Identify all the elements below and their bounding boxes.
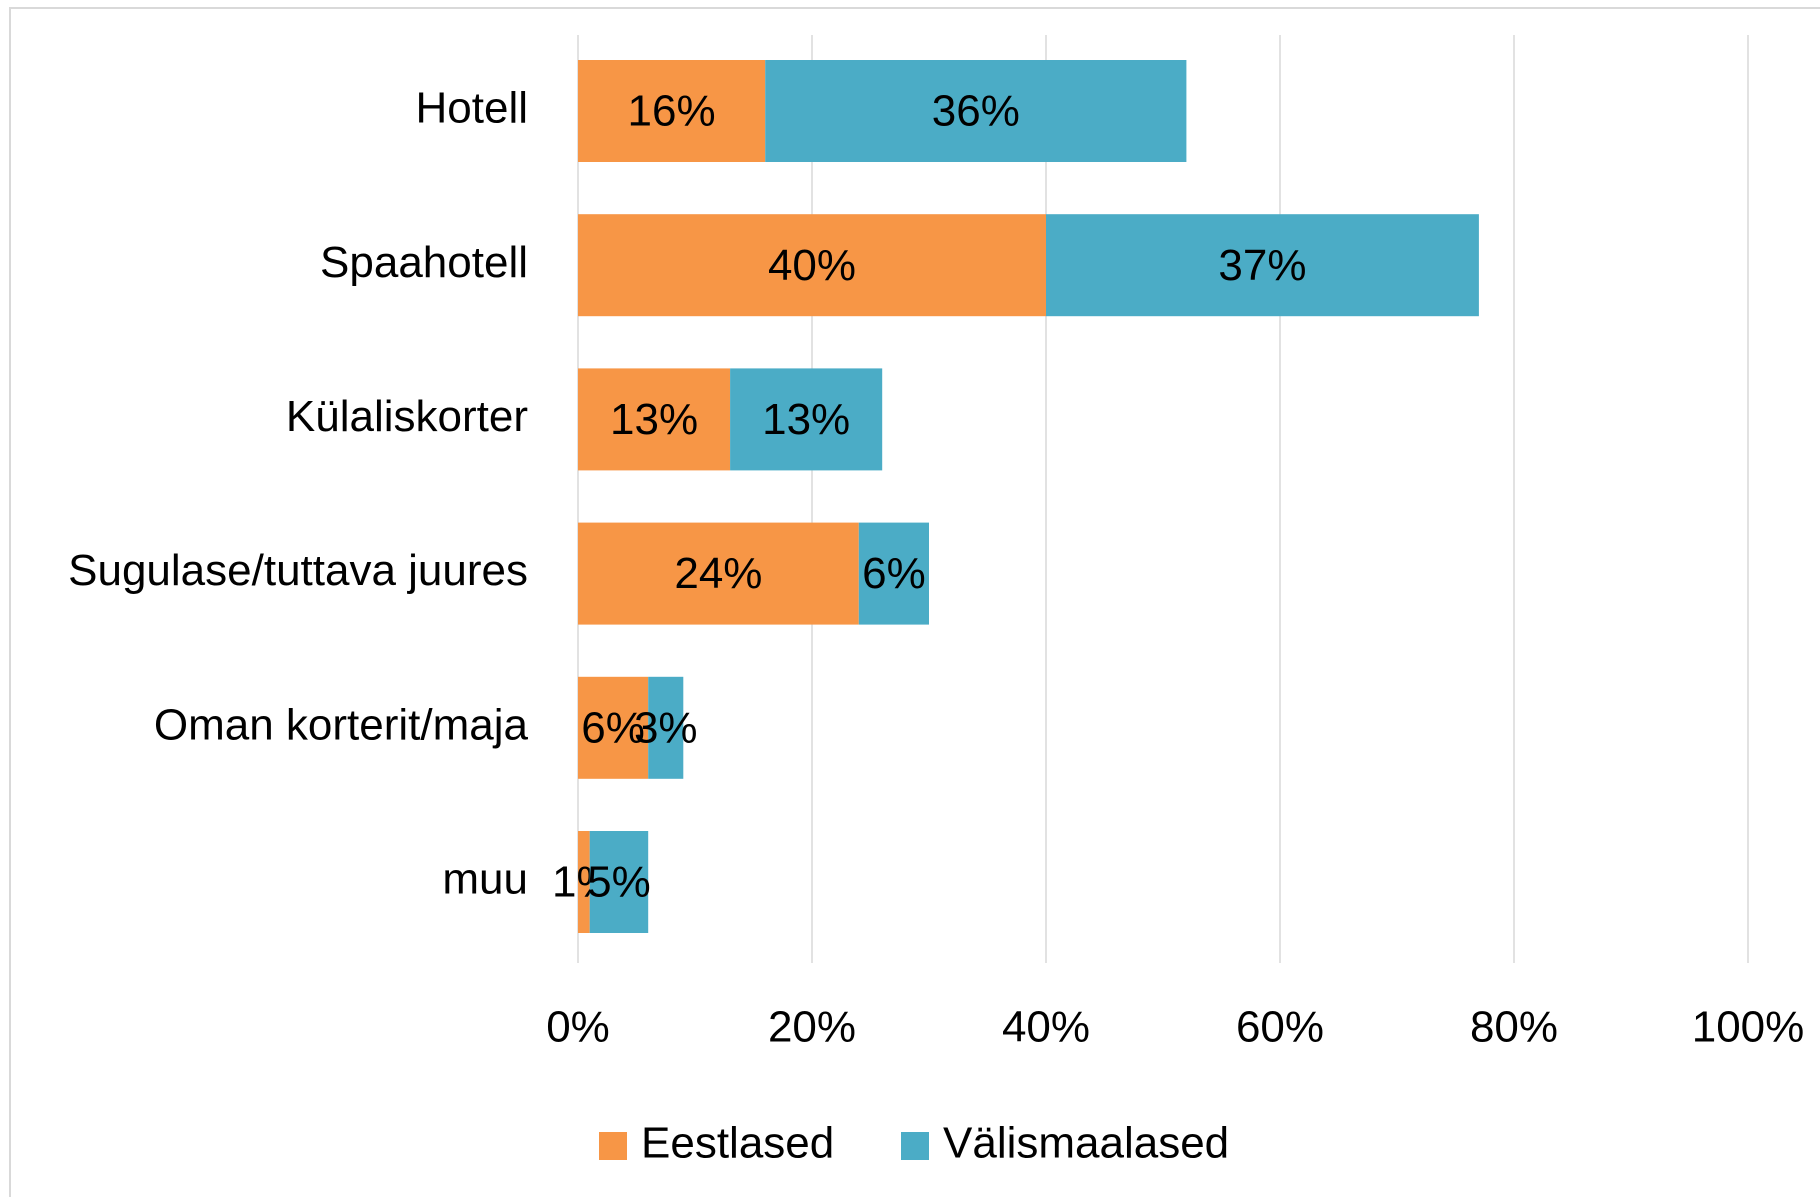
bar-segment [765, 60, 1187, 162]
bar-segment [578, 368, 731, 471]
legend-swatch [599, 1132, 627, 1160]
bar-segment [648, 676, 684, 779]
data-label: 5% [587, 858, 651, 907]
data-label: 13% [610, 395, 698, 444]
data-label: 37% [1218, 241, 1306, 290]
y-tick-label: Spaahotell [320, 238, 528, 287]
bar-segment [730, 368, 883, 471]
y-tick-label: Oman korterit/maja [154, 700, 529, 749]
legend-label: Välismaalased [943, 1119, 1229, 1168]
data-label: 6% [581, 703, 645, 752]
x-tick-label: 100% [1692, 1003, 1805, 1052]
y-tick-label: muu [442, 855, 528, 904]
bar-segment [1046, 214, 1479, 317]
y-tick-label: Hotell [416, 84, 529, 133]
data-label: 3% [634, 703, 698, 752]
legend-label: Eestlased [641, 1119, 834, 1168]
chart-border [9, 7, 1820, 1197]
data-label: 24% [674, 549, 762, 598]
bar-segment [578, 676, 649, 779]
legend-swatch [901, 1132, 929, 1160]
y-tick-label: Sugulase/tuttava juures [68, 546, 528, 595]
x-tick-label: 40% [1002, 1003, 1090, 1052]
bar-segment [578, 522, 859, 625]
data-label: 6% [862, 549, 926, 598]
data-label: 40% [768, 241, 856, 290]
data-label: 13% [762, 395, 850, 444]
x-tick-label: 60% [1236, 1003, 1324, 1052]
bar-segment [578, 831, 590, 933]
x-tick-label: 0% [546, 1003, 610, 1052]
x-tick-label: 80% [1470, 1003, 1558, 1052]
data-label: 16% [628, 87, 716, 136]
bar-segment [858, 522, 929, 625]
bar-segment [578, 60, 766, 162]
bar-segment [578, 214, 1046, 317]
y-tick-label: Külaliskorter [286, 392, 528, 441]
x-tick-label: 20% [768, 1003, 856, 1052]
data-label: 36% [932, 87, 1020, 136]
bar-segment [589, 831, 649, 933]
